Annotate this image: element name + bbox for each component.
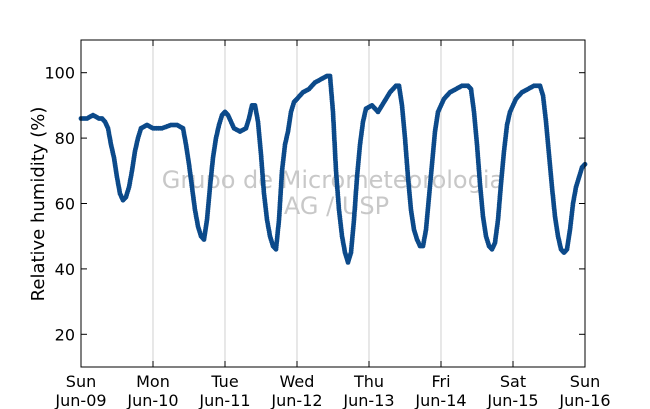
x-tick-label-date: Jun-14 [414,391,466,409]
x-tick-label-date: Jun-11 [198,391,250,409]
x-tick-label-date: Jun-15 [486,391,538,409]
watermark-line-2: IAG / USP [277,192,389,220]
y-tick-label: 40 [55,260,75,279]
y-tick-label: 60 [55,195,75,214]
y-tick-label: 80 [55,129,75,148]
x-tick-label-day: Thu [353,372,384,391]
y-tick-label: 20 [55,325,75,344]
y-axis-label: Relative humidity (%) [28,107,49,302]
watermark: Grupo de Micrometeorologia IAG / USP [162,166,504,220]
data-points [78,73,588,265]
x-tick-label-day: Sat [500,372,526,391]
y-tick-label: 100 [44,64,75,83]
x-tick-label-day: Sun [570,372,600,391]
x-axis-ticks: SunJun-09MonJun-10TueJun-11WedJun-12ThuJ… [54,40,611,409]
x-tick-label-date: Jun-13 [342,391,394,409]
x-tick-label-day: Fri [431,372,450,391]
x-tick-label-day: Sun [66,372,96,391]
x-tick-label-date: Jun-10 [126,391,178,409]
y-axis-ticks: 20 40 60 80 100 [44,64,585,344]
vertical-gridlines [152,40,514,367]
watermark-line-1: Grupo de Micrometeorologia [162,166,504,194]
x-tick-label-date: Jun-16 [558,391,610,409]
x-tick-label-day: Wed [280,372,315,391]
x-tick-label-date: Jun-12 [270,391,322,409]
x-tick-label-date: Jun-09 [54,391,106,409]
x-tick-label-day: Tue [210,372,238,391]
x-tick-label-day: Mon [136,372,170,391]
